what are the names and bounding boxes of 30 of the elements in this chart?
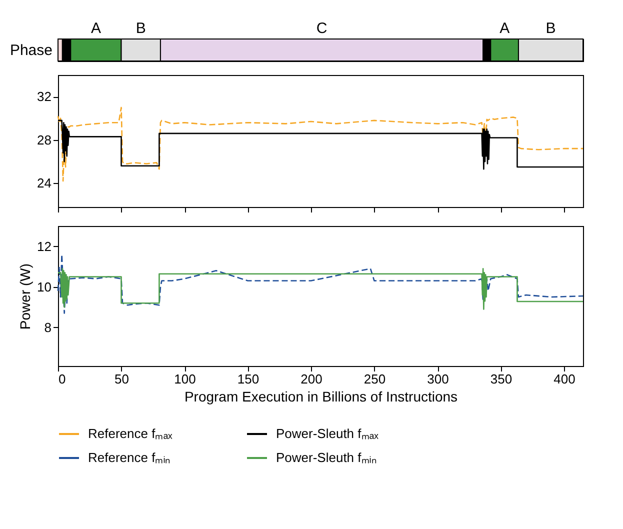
line-series (57, 268, 584, 310)
x-axis-title: Program Execution in Billions of Instructions (184, 388, 458, 404)
y-tick-label: Phase (10, 42, 52, 59)
legend-label: Reference fₘᵢₙ (88, 450, 170, 465)
x-tick-label: 250 (364, 372, 386, 386)
y-tick-label: 32 (37, 89, 52, 104)
x-tick-label: 200 (300, 372, 322, 386)
series-label: C (316, 20, 328, 37)
line-series (57, 106, 584, 182)
legend-label: Reference fₘₐₓ (88, 426, 174, 441)
x-tick-label: 50 (114, 372, 129, 386)
y-tick-label: 24 (37, 176, 52, 191)
y-tick-label: 12 (37, 238, 52, 254)
x-tick-label: 150 (237, 372, 260, 386)
y-tick-label: 10 (37, 279, 52, 294)
series-label: A (500, 20, 510, 37)
series-label: B (136, 20, 146, 37)
x-tick-label: 300 (427, 372, 449, 386)
y-axis-title: Power (W) (17, 263, 34, 330)
x-tick-label: 400 (554, 372, 576, 386)
series-label: A (90, 20, 101, 37)
y-tick-label: 8 (44, 320, 52, 335)
legend-label: Power-Sleuth fₘₐₓ (276, 426, 380, 441)
y-tick-label: 28 (37, 132, 52, 148)
x-tick-label: 350 (490, 372, 512, 386)
legend-label: Power-Sleuth fₘᵢₙ (276, 450, 376, 465)
series-label: B (546, 20, 556, 37)
x-tick-label: 100 (174, 372, 196, 386)
x-tick-label: 0 (58, 372, 66, 386)
line-series (57, 254, 584, 314)
